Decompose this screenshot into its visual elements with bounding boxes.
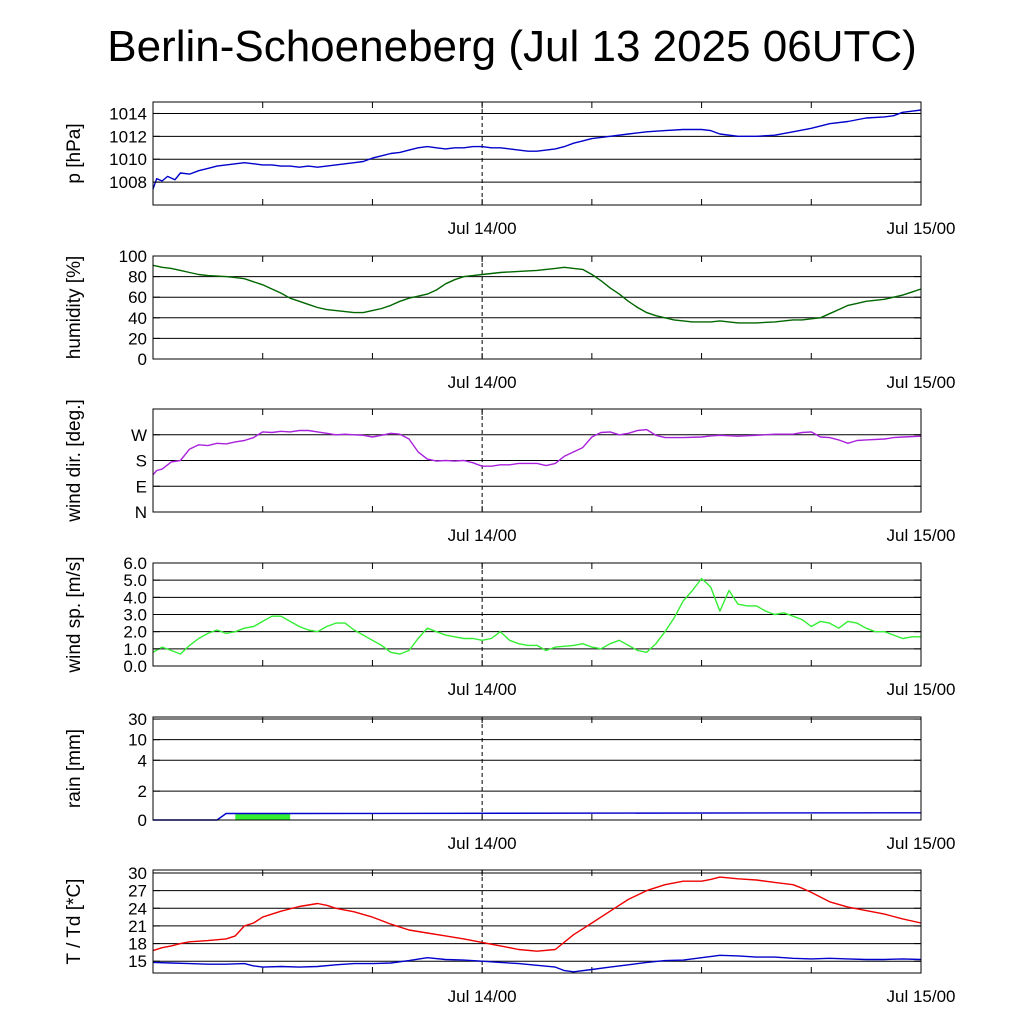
y-tick-label: 4.0 [123,588,147,607]
y-axis-label: T / Td [*C] [64,879,85,965]
y-tick-label: N [135,503,147,522]
y-tick-label: 2.0 [123,623,147,642]
y-tick-label: E [136,477,147,496]
panel-frame [152,869,922,974]
y-tick-label: 24 [128,899,147,918]
series-line [152,954,922,973]
chart-title: Berlin-Schoeneberg (Jul 13 2025 06UTC) [107,22,917,71]
x-tick-label: Jul 14/00 [448,526,517,545]
y-tick-label: 40 [128,309,147,328]
x-tick-label: Jul 15/00 [887,526,956,545]
y-tick-label: 1010 [109,150,147,169]
x-tick-label: Jul 14/00 [448,834,517,853]
y-tick-label: 15 [128,952,147,971]
x-tick-label: Jul 15/00 [887,373,956,392]
y-axis-label: rain [mm] [64,729,85,808]
rain-bar [235,813,291,820]
y-tick-label: 21 [128,917,147,936]
y-tick-label: 3.0 [123,606,147,625]
x-tick-label: Jul 14/00 [448,219,517,238]
x-tick-label: Jul 15/00 [887,834,956,853]
y-tick-label: 30 [128,710,147,729]
y-tick-label: 30 [128,864,147,883]
y-tick-label: 20 [128,329,147,348]
y-tick-label: 18 [128,935,147,954]
y-tick-label: 100 [119,247,147,266]
panel-3: 0.01.02.03.04.05.06.0 Jul 14/00 Jul 15/00 w… [64,554,956,699]
y-axis-label: humidity [%] [64,256,85,359]
y-axis-label: wind dir. [deg.] [64,399,85,523]
series-line [152,876,922,952]
y-tick-label: 10 [128,731,147,750]
panel-frame [152,101,922,206]
series-line [152,428,922,476]
x-tick-label: Jul 14/00 [448,373,517,392]
x-tick-label: Jul 15/00 [887,987,956,1006]
y-tick-label: 1012 [109,127,147,146]
panel-frame [152,255,922,360]
series-line [152,109,922,190]
y-tick-label: 1014 [109,104,147,123]
y-tick-label: 0 [138,350,147,369]
y-tick-label: 0.0 [123,657,147,676]
series-line [152,264,922,324]
y-axis-label: p [hPa] [64,123,85,183]
y-tick-label: 60 [128,288,147,307]
x-tick-label: Jul 15/00 [887,680,956,699]
panel-0: 1008 1010 1012 1014 Jul 14/00 Jul 15/00 p [hPa… [64,101,956,238]
x-tick-label: Jul 15/00 [887,219,956,238]
y-tick-label: W [131,426,147,445]
y-tick-label: 4 [138,751,147,770]
panel-frame [152,716,922,821]
y-tick-label: 1.0 [123,640,147,659]
y-tick-label: 0 [138,811,147,830]
y-tick-label: S [136,452,147,471]
y-tick-label: 27 [128,882,147,901]
y-tick-label: 2 [138,782,147,801]
x-tick-label: Jul 14/00 [448,987,517,1006]
series-line [152,577,921,655]
y-tick-label: 6.0 [123,554,147,573]
y-tick-label: 5.0 [123,571,147,590]
panel-4: 0 2 410 30 Jul 14/00 Jul 15/00 rain [mm] [64,710,956,853]
y-tick-label: 80 [128,268,147,287]
y-axis-label: wind sp. [m/s] [64,556,85,673]
x-tick-label: Jul 14/00 [448,680,517,699]
y-tick-label: 1008 [109,173,147,192]
